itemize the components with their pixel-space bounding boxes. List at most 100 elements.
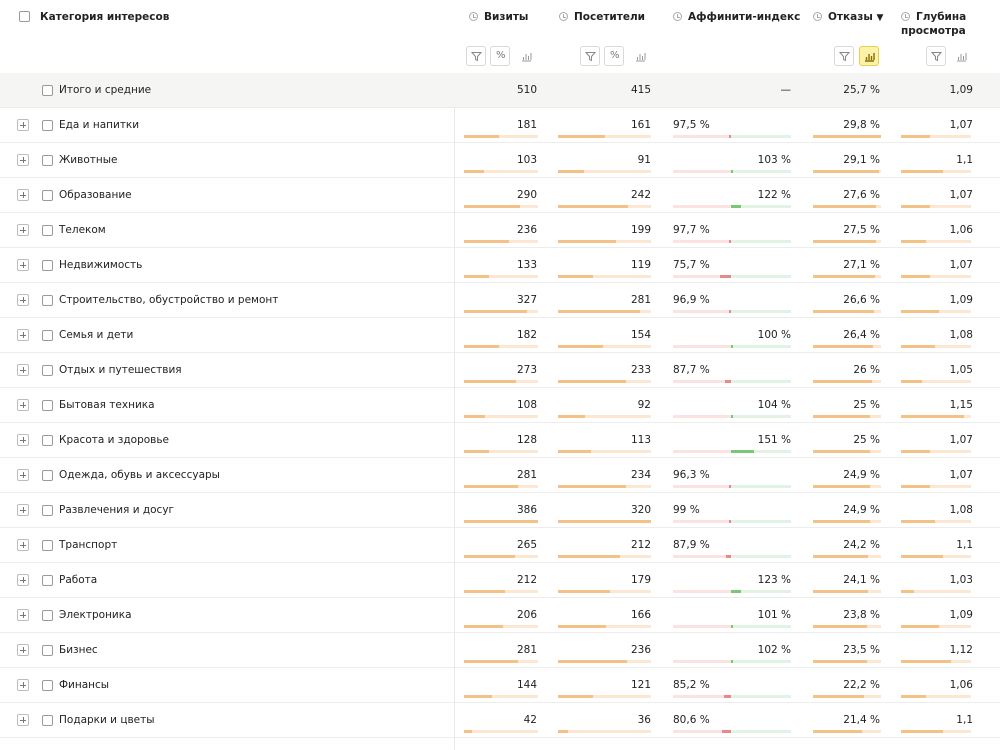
affinity-bar: [673, 205, 791, 208]
chart-bars-button[interactable]: [951, 46, 971, 66]
filter-button[interactable]: [580, 46, 600, 66]
expand-icon[interactable]: [17, 259, 29, 271]
percent-button[interactable]: %: [604, 46, 624, 66]
row-checkbox[interactable]: [42, 540, 53, 551]
visits-bar-fill: [464, 485, 518, 488]
expand-icon[interactable]: [17, 224, 29, 236]
table-row: Подарки и цветы 42 36 21,4 % 1,1 80,6 %: [0, 703, 1000, 738]
cell-visitors: 242: [630, 189, 651, 201]
visitors-bar: [558, 135, 651, 138]
cell-visits: 144: [516, 679, 537, 691]
row-checkbox[interactable]: [42, 645, 53, 656]
expand-icon[interactable]: [17, 364, 29, 376]
depth-bar: [901, 485, 971, 488]
header-visits[interactable]: Визиты: [469, 10, 528, 24]
expand-icon[interactable]: [17, 644, 29, 656]
row-checkbox[interactable]: [42, 155, 53, 166]
expand-icon[interactable]: [17, 294, 29, 306]
row-checkbox[interactable]: [42, 715, 53, 726]
depth-bar: [901, 240, 971, 243]
filter-button[interactable]: [926, 46, 946, 66]
visits-bar: [464, 555, 538, 558]
expand-icon[interactable]: [17, 714, 29, 726]
row-label: Недвижимость: [59, 259, 143, 271]
filter-button[interactable]: [466, 46, 486, 66]
row-checkbox[interactable]: [42, 225, 53, 236]
visitors-bar-fill: [558, 240, 616, 243]
visits-bar-fill: [464, 450, 489, 453]
expand-icon[interactable]: [17, 434, 29, 446]
bounces-bar-fill: [813, 555, 869, 558]
sort-desc-icon[interactable]: ▼: [876, 13, 884, 23]
cell-visits: 281: [516, 644, 537, 656]
cell-visits: 236: [516, 224, 537, 236]
visits-bar-fill: [464, 275, 490, 278]
chart-bars-button[interactable]: [516, 46, 536, 66]
expand-icon[interactable]: [17, 399, 29, 411]
cell-affinity: 75,7 %: [673, 259, 710, 271]
cell-visitors: 36: [637, 714, 651, 726]
depth-bar: [901, 450, 971, 453]
bounces-bar: [813, 345, 881, 348]
row-checkbox[interactable]: [42, 680, 53, 691]
row-checkbox[interactable]: [42, 120, 53, 131]
header-bounces[interactable]: Отказы ▼: [813, 10, 883, 25]
row-checkbox[interactable]: [42, 190, 53, 201]
help-icon[interactable]: [673, 12, 682, 21]
expand-icon[interactable]: [17, 469, 29, 481]
filter-button[interactable]: [834, 46, 854, 66]
affinity-bar-positive: [731, 450, 791, 453]
row-checkbox[interactable]: [42, 505, 53, 516]
totals-depth: 1,09: [949, 84, 973, 96]
row-checkbox[interactable]: [42, 260, 53, 271]
row-checkbox[interactable]: [42, 295, 53, 306]
depth-bar-fill: [901, 625, 939, 628]
cell-bounces: 25 %: [853, 434, 880, 446]
percent-button[interactable]: %: [490, 46, 510, 66]
header-visitors[interactable]: Посетители: [559, 10, 645, 24]
row-checkbox[interactable]: [42, 330, 53, 341]
totals-bounces: 25,7 %: [843, 84, 880, 96]
help-icon[interactable]: [901, 12, 910, 21]
row-checkbox[interactable]: [42, 400, 53, 411]
help-icon[interactable]: [469, 12, 478, 21]
bounces-bar-fill: [813, 625, 868, 628]
select-all-checkbox[interactable]: [19, 11, 30, 22]
bounces-bar: [813, 590, 881, 593]
cell-depth: 1,09: [949, 294, 973, 306]
row-checkbox[interactable]: [42, 575, 53, 586]
expand-icon[interactable]: [17, 154, 29, 166]
row-checkbox[interactable]: [42, 470, 53, 481]
affinity-bar-positive: [731, 170, 791, 173]
header-affinity[interactable]: Аффинити-индекс: [673, 10, 800, 24]
expand-icon[interactable]: [17, 609, 29, 621]
expand-icon[interactable]: [17, 189, 29, 201]
row-checkbox[interactable]: [42, 435, 53, 446]
header-category[interactable]: Категория интересов: [40, 11, 170, 23]
expand-icon[interactable]: [17, 574, 29, 586]
expand-icon[interactable]: [17, 679, 29, 691]
chart-bars-button[interactable]: [630, 46, 650, 66]
expand-icon[interactable]: [17, 539, 29, 551]
cell-visits: 212: [516, 574, 537, 586]
expand-icon[interactable]: [17, 329, 29, 341]
affinity-bar-negative: [673, 345, 731, 348]
chart-bars-button-active[interactable]: [859, 46, 879, 66]
row-checkbox[interactable]: [42, 365, 53, 376]
bounces-bar: [813, 415, 881, 418]
visitors-bar: [558, 170, 651, 173]
visitors-bar: [558, 205, 651, 208]
help-icon[interactable]: [813, 12, 822, 21]
bounces-bar-fill: [813, 170, 880, 173]
help-icon[interactable]: [559, 12, 568, 21]
expand-icon[interactable]: [17, 119, 29, 131]
depth-bar: [901, 310, 971, 313]
affinity-bar-negative: [673, 415, 731, 418]
cell-bounces: 26,4 %: [843, 329, 880, 341]
visits-bar: [464, 730, 538, 733]
expand-icon[interactable]: [17, 504, 29, 516]
visits-bar: [464, 240, 538, 243]
header-depth[interactable]: Глубина просмотра: [901, 11, 967, 37]
row-checkbox[interactable]: [42, 85, 53, 96]
row-checkbox[interactable]: [42, 610, 53, 621]
